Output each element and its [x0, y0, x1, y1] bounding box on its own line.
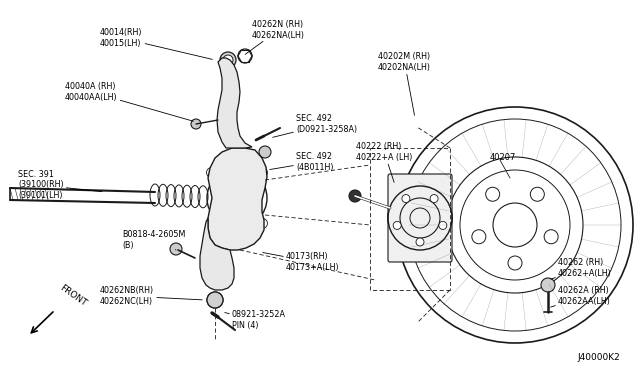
Circle shape — [544, 230, 558, 244]
Polygon shape — [217, 58, 252, 148]
Polygon shape — [200, 218, 234, 290]
Circle shape — [439, 221, 447, 230]
Circle shape — [430, 195, 438, 203]
Polygon shape — [208, 148, 267, 250]
Circle shape — [430, 195, 438, 203]
Circle shape — [220, 52, 236, 68]
Text: 40262NB(RH)
40262NC(LH): 40262NB(RH) 40262NC(LH) — [100, 286, 202, 306]
Circle shape — [393, 221, 401, 230]
Text: 40173(RH)
40173+A(LH): 40173(RH) 40173+A(LH) — [263, 252, 340, 272]
Circle shape — [349, 190, 361, 202]
Circle shape — [207, 218, 216, 228]
Circle shape — [191, 119, 201, 129]
Text: 40040A (RH)
40040AA(LH): 40040A (RH) 40040AA(LH) — [65, 82, 193, 121]
Text: 40262A (RH)
40262AA(LH): 40262A (RH) 40262AA(LH) — [550, 286, 611, 307]
Circle shape — [207, 168, 267, 228]
Circle shape — [439, 221, 447, 230]
Circle shape — [531, 187, 545, 201]
Circle shape — [508, 256, 522, 270]
Circle shape — [207, 167, 216, 177]
Text: 40262N (RH)
40262NA(LH): 40262N (RH) 40262NA(LH) — [245, 20, 305, 54]
Text: SEC. 492
(D0921-3258A): SEC. 492 (D0921-3258A) — [273, 114, 357, 137]
Circle shape — [416, 238, 424, 246]
Text: J40000K2: J40000K2 — [577, 353, 620, 362]
Circle shape — [486, 187, 500, 201]
Text: FRONT: FRONT — [58, 283, 88, 308]
Circle shape — [210, 295, 220, 305]
Text: B0818-4-2605M
(B): B0818-4-2605M (B) — [122, 230, 186, 250]
Text: 40262 (RH)
40262+A(LH): 40262 (RH) 40262+A(LH) — [550, 258, 612, 279]
Text: 40202M (RH)
40202NA(LH): 40202M (RH) 40202NA(LH) — [378, 52, 431, 115]
Circle shape — [472, 230, 486, 244]
Circle shape — [207, 292, 223, 308]
Circle shape — [257, 218, 268, 228]
Circle shape — [170, 243, 182, 255]
Text: SEC. 492
(4B011H): SEC. 492 (4B011H) — [269, 152, 333, 172]
Circle shape — [259, 146, 271, 158]
Text: 08921-3252A
PIN (4): 08921-3252A PIN (4) — [225, 310, 286, 330]
Circle shape — [257, 167, 268, 177]
Text: 40222 (RH)
40222+A (LH): 40222 (RH) 40222+A (LH) — [356, 142, 412, 182]
Circle shape — [393, 221, 401, 230]
Circle shape — [402, 195, 410, 203]
Circle shape — [541, 278, 555, 292]
Text: SEC. 391
(39100(RH)
(39101(LH): SEC. 391 (39100(RH) (39101(LH) — [18, 170, 102, 200]
Circle shape — [223, 55, 233, 65]
Circle shape — [416, 238, 424, 246]
Circle shape — [207, 292, 223, 308]
FancyBboxPatch shape — [388, 174, 452, 262]
Text: 40014(RH)
40015(LH): 40014(RH) 40015(LH) — [100, 28, 212, 60]
Text: 40207: 40207 — [490, 154, 516, 163]
Circle shape — [402, 195, 410, 203]
